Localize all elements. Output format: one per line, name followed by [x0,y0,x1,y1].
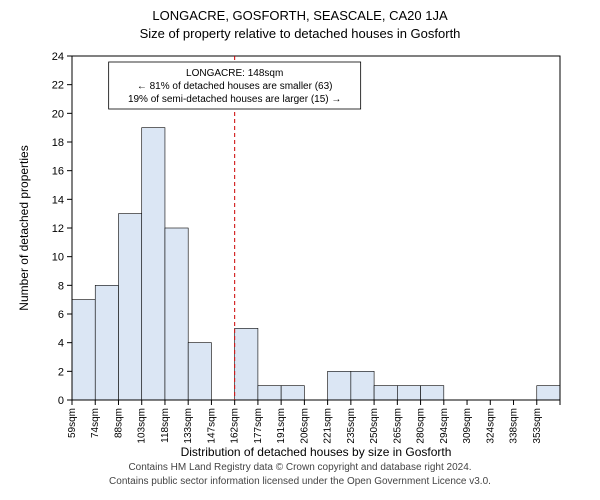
histogram-bar [351,371,374,400]
y-tick-label: 8 [58,280,64,292]
annotation-line: ← 81% of detached houses are smaller (63… [137,81,333,92]
x-tick-label: 206sqm [299,408,310,444]
x-tick-label: 280sqm [416,408,427,444]
y-tick-label: 2 [58,366,64,378]
x-tick-label: 309sqm [462,408,473,444]
histogram-bar [165,228,188,400]
x-tick-label: 191sqm [276,408,287,444]
x-tick-label: 133sqm [183,408,194,444]
x-tick-label: 74sqm [90,408,101,438]
histogram-bar [397,386,420,400]
histogram-bar [95,285,118,400]
annotation-box: LONGACRE: 148sqm ← 81% of detached houses… [109,62,361,109]
title-line-1: LONGACRE, GOSFORTH, SEASCALE, CA20 1JA [152,8,448,23]
histogram-bar [235,328,258,400]
histogram-bar [118,214,141,400]
x-tick-label: 338sqm [509,408,520,444]
y-tick-label: 4 [58,338,64,350]
x-tick-label: 162sqm [230,408,241,444]
annotation-line: 19% of semi-detached houses are larger (… [128,94,341,105]
y-axis-label: Number of detached properties [17,145,31,310]
histogram-bar [328,371,351,400]
histogram-bar [142,128,165,400]
footer-line-1: Contains HM Land Registry data © Crown c… [128,462,471,473]
x-tick-label: 235sqm [346,408,357,444]
x-tick-label: 177sqm [253,408,264,444]
y-tick-label: 6 [58,309,64,321]
histogram-bar [72,300,95,400]
histogram-bar [421,386,444,400]
histogram-bar [258,386,281,400]
y-tick-label: 0 [58,395,64,407]
x-tick-label: 353sqm [532,408,543,444]
x-tick-label: 88sqm [113,408,124,438]
y-tick-label: 12 [52,223,64,235]
histogram-bar [281,386,304,400]
histogram-bar [537,386,560,400]
annotation-line: LONGACRE: 148sqm [186,68,283,79]
x-tick-label: 250sqm [369,408,380,444]
y-tick-label: 20 [52,108,64,120]
y-tick-label: 18 [52,137,64,149]
x-tick-label: 221sqm [323,408,334,444]
x-tick-label: 118sqm [160,408,171,443]
y-tick-label: 16 [52,166,64,178]
y-tick-label: 14 [52,194,64,206]
x-tick-label: 147sqm [206,408,217,444]
x-tick-label: 265sqm [392,408,403,444]
x-axis-label: Distribution of detached houses by size … [181,445,452,459]
y-tick-label: 10 [52,252,64,264]
title-line-2: Size of property relative to detached ho… [140,26,461,41]
footer-line-2: Contains public sector information licen… [109,476,491,487]
x-tick-label: 324sqm [485,408,496,444]
histogram-chart: LONGACRE, GOSFORTH, SEASCALE, CA20 1JA Si… [0,0,600,500]
x-tick-label: 103sqm [137,408,148,444]
histogram-bar [374,386,397,400]
x-tick-label: 294sqm [439,408,450,444]
y-tick-label: 24 [52,51,64,63]
y-tick-label: 22 [52,80,64,92]
x-tick-label: 59sqm [67,408,78,438]
histogram-bar [188,343,211,400]
